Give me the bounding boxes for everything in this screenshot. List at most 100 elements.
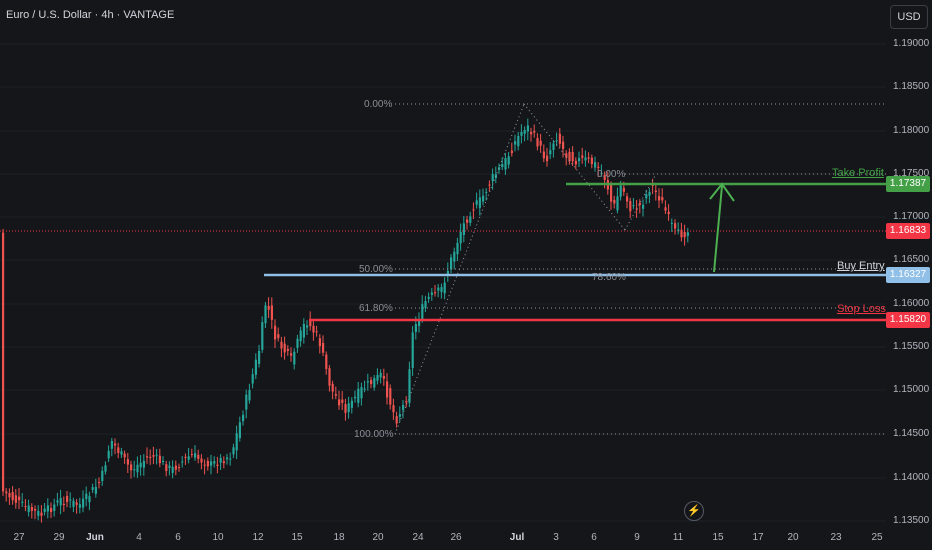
candle-body (462, 223, 465, 235)
candle-body (645, 194, 648, 199)
candle-body (530, 131, 533, 135)
candle-body (216, 464, 219, 467)
candle-body (325, 354, 328, 369)
fib-small-label-0: 0.00% (597, 169, 626, 180)
candle-body (8, 493, 11, 498)
candle-body (21, 501, 24, 503)
candle-body (152, 455, 155, 457)
candle-body (482, 195, 485, 202)
candle-body (472, 209, 475, 211)
candle-body (142, 460, 145, 468)
time-tick-label: 15 (291, 532, 303, 543)
candle-body (261, 322, 264, 350)
candle-body (53, 504, 56, 511)
take-profit-price-badge: 1.17387 (886, 176, 930, 192)
fib-label-100: 100.00% (354, 429, 394, 440)
candle-body (574, 160, 577, 165)
candle-body (238, 422, 241, 439)
candle-body (258, 350, 261, 364)
symbol-title[interactable]: Euro / U.S. Dollar · 4h · VANTAGE (6, 9, 175, 21)
candle-body (581, 155, 584, 158)
candle-body (357, 388, 360, 403)
time-tick-label: 29 (53, 532, 65, 543)
candle-body (587, 157, 590, 159)
buy-entry-label: Buy Entry (837, 260, 885, 272)
candle-body (296, 338, 299, 348)
candle-body (376, 374, 379, 381)
candle-body (504, 158, 507, 170)
candle-body (616, 196, 619, 211)
candle-body (446, 270, 449, 276)
candle-body (248, 390, 251, 401)
candle-body (309, 319, 312, 327)
candle-body (686, 232, 689, 236)
candle-body (110, 440, 113, 449)
candle-body (450, 257, 453, 270)
candle-body (405, 401, 408, 403)
candle-body (642, 204, 645, 209)
candle-body (146, 456, 149, 458)
take-profit-label: Take Profit (832, 167, 884, 179)
candle-body (190, 454, 193, 456)
candle-body (360, 387, 363, 399)
fib-label-618: 61.80% (359, 303, 393, 314)
chart-area[interactable] (0, 0, 886, 524)
candle-body (354, 396, 357, 399)
candle-body (430, 292, 433, 295)
candle-body (578, 157, 581, 162)
candle-body (459, 231, 462, 244)
time-tick-label: 18 (333, 532, 345, 543)
lightning-icon[interactable]: ⚡ (684, 501, 704, 521)
candle-body (469, 216, 472, 223)
candle-body (213, 461, 216, 464)
candle-body (162, 461, 165, 463)
candle-body (30, 507, 33, 511)
candle-body (427, 296, 430, 299)
candle-body (434, 292, 437, 294)
candle-body (597, 166, 600, 169)
candle-body (514, 141, 517, 145)
candle-body (126, 459, 129, 465)
candle-body (274, 325, 277, 340)
candle-body (629, 201, 632, 212)
candle-body (34, 508, 37, 511)
time-tick-label: 6 (591, 532, 597, 543)
fib-small-label-786: 78.60% (592, 272, 626, 283)
candle-body (155, 454, 158, 456)
candle-body (347, 403, 350, 413)
candle-body (315, 331, 318, 333)
candle-body (165, 464, 168, 471)
time-tick-label: 23 (830, 532, 842, 543)
candle-body (610, 184, 613, 202)
candle-body (507, 156, 510, 165)
fib-label-50: 50.00% (359, 264, 393, 275)
candle-body (242, 414, 245, 422)
candle-body (466, 219, 469, 223)
candle-body (306, 325, 309, 328)
candle-body (149, 456, 152, 458)
candle-body (136, 464, 139, 473)
candle-body (510, 150, 513, 154)
candle-body (299, 330, 302, 342)
time-tick-label: 6 (175, 532, 181, 543)
candle-body (418, 319, 421, 327)
candle-body (312, 325, 315, 333)
candle-body (456, 242, 459, 255)
candle-body (203, 464, 206, 466)
chart-canvas[interactable] (0, 0, 886, 524)
currency-button[interactable]: USD (890, 5, 928, 29)
candle-body (254, 359, 257, 375)
candle-body (197, 454, 200, 459)
time-axis[interactable] (0, 524, 886, 550)
price-tick-label: 1.19000 (893, 38, 930, 49)
candle-body (293, 351, 296, 365)
candle-body (546, 155, 549, 162)
candle-body (536, 137, 539, 147)
candle-body (648, 192, 651, 196)
candle-body (498, 167, 501, 170)
price-tick-label: 1.15500 (893, 341, 930, 352)
candle-body (130, 464, 133, 471)
candle-body (421, 304, 424, 320)
candle-body (402, 404, 405, 410)
price-tick-label: 1.14000 (893, 472, 930, 483)
